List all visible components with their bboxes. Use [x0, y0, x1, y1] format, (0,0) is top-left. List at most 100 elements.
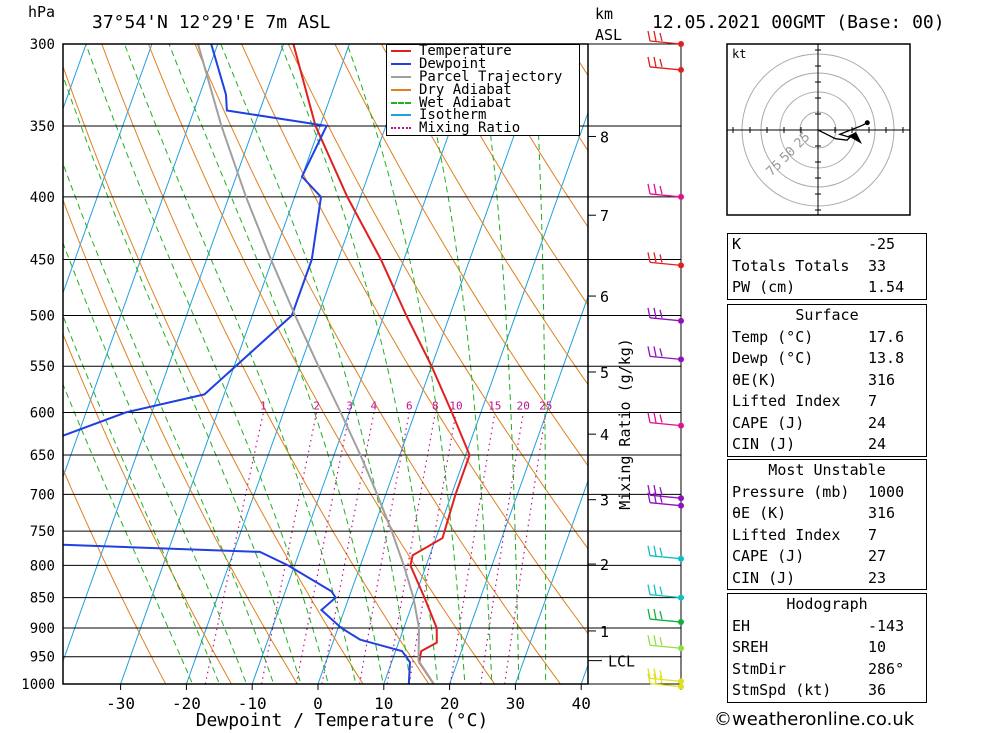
mixing-ratio-label: 8: [432, 399, 439, 412]
wind-barb-shaft: [649, 555, 682, 560]
panel-section-title: Most Unstable: [768, 461, 886, 479]
pressure-tick-label: 950: [30, 650, 55, 666]
wet-adiabat-line: [63, 162, 275, 684]
wind-barb: [647, 608, 684, 626]
wind-barb-flag: [653, 183, 657, 195]
wind-barb-shaft: [649, 618, 682, 623]
height-tick-label: 2: [600, 556, 609, 574]
isotherm-line: [0, 7, 33, 710]
wind-barb-flag: [653, 668, 657, 679]
index-row: CAPE (J) 24: [728, 413, 926, 435]
index-row: SREH 10: [728, 637, 926, 659]
height-tick-label: 1: [600, 623, 609, 641]
location-title: 37°54'N 12°29'E 7m ASL: [92, 12, 331, 33]
dry-adiabat-line: [63, 64, 364, 684]
index-value: 13.8: [868, 349, 905, 367]
wind-barb-flag: [653, 412, 657, 423]
pressure-tick-label: 850: [30, 591, 55, 607]
pressure-tick-label: 450: [30, 253, 55, 269]
legend-swatch: [391, 127, 411, 130]
mixing-ratio-line: [504, 412, 547, 684]
wind-barb-shaft: [649, 193, 682, 198]
x-tick-label: 30: [506, 694, 525, 713]
wind-barb-flag: [653, 252, 657, 263]
pressure-tick-label: 400: [30, 190, 55, 206]
index-row: CIN (J) 24: [728, 434, 926, 456]
height-tick-label: 5: [600, 364, 609, 382]
legend-swatch: [391, 101, 411, 104]
index-label: StmDir: [732, 659, 787, 678]
height-tick-label: 4: [600, 426, 609, 444]
index-value: 7: [868, 392, 878, 410]
wind-barb-flag: [659, 414, 663, 423]
index-label: θE (K): [732, 504, 787, 522]
wet-adiabat-line: [478, 44, 520, 684]
wind-barb-flag: [647, 608, 651, 620]
height-tick-label: 7: [600, 207, 609, 225]
index-row: Totals Totals 33: [728, 256, 926, 278]
index-value: 23: [868, 568, 887, 587]
wind-barb: [647, 668, 684, 685]
index-value: 316: [868, 504, 896, 522]
wet-adiabat-line: [168, 44, 384, 684]
wind-barb-flag: [653, 608, 657, 620]
wind-barb-flag: [659, 185, 663, 195]
index-row: θE(K) 316: [728, 370, 926, 392]
x-tick-label: 40: [572, 694, 591, 713]
index-row: Dewp (°C) 13.8: [728, 348, 926, 370]
dry-adiabat-line: [474, 44, 588, 229]
mixing-ratio-line: [480, 412, 524, 684]
wind-barb-flag: [659, 610, 663, 620]
index-label: CAPE (J): [732, 547, 805, 565]
index-value: 7: [868, 525, 878, 544]
wind-barb: [647, 584, 684, 601]
index-value: 27: [868, 547, 887, 565]
wind-barb-flag: [659, 494, 663, 503]
hodograph-end-dot: [864, 120, 870, 126]
wind-barb-flag: [653, 673, 657, 684]
chart-legend: Temperature Dewpoint Parcel Trajectory Dry …: [386, 43, 580, 136]
wind-barb-flag: [659, 32, 663, 42]
mixing-ratio-label: 4: [371, 399, 378, 412]
index-row: Lifted Index 7: [728, 391, 926, 413]
wet-adiabat-line: [280, 44, 439, 684]
wind-barb-flag: [647, 56, 651, 68]
pressure-tick-label: 800: [30, 558, 55, 574]
wind-barb-shaft: [649, 502, 682, 507]
hpa-unit-label: hPa: [28, 3, 56, 21]
isotherm-line: [514, 479, 588, 684]
index-label: CAPE (J): [732, 413, 805, 432]
wind-barb-shaft: [649, 421, 682, 427]
wind-barb: [647, 673, 684, 690]
legend-item: Wet Adiabat: [387, 95, 579, 111]
pressure-tick-label: 650: [30, 448, 55, 464]
index-label: PW (cm): [732, 278, 796, 296]
index-row: StmDir 286°: [728, 659, 926, 681]
isotherm-line: [449, 295, 588, 684]
dry-adiabat-line: [147, 44, 496, 684]
wind-barb: [647, 635, 684, 652]
index-label: Totals Totals: [732, 256, 850, 275]
wind-barb-flag: [659, 348, 663, 357]
index-row: CAPE (J) 27: [728, 546, 926, 568]
wind-barb-flag: [653, 30, 657, 42]
index-row: Temp (°C) 17.6: [728, 327, 926, 349]
legend-label: Temperature: [419, 43, 512, 60]
index-value: 33: [868, 256, 887, 275]
wind-barb-flag: [659, 586, 663, 595]
wind-barb-flag: [659, 58, 663, 68]
x-tick-label: 20: [440, 694, 459, 713]
wind-barb-flag: [653, 635, 657, 646]
wind-barb-flag: [647, 545, 651, 556]
wind-barb-flag: [653, 307, 657, 318]
wind-barb-shaft: [649, 355, 682, 361]
mixing-ratio-label: 2: [313, 399, 320, 412]
asl-unit-label: ASL: [595, 26, 623, 44]
wind-barb-flag: [647, 30, 651, 42]
index-value: 24: [868, 435, 887, 453]
lcl-label: LCL: [608, 653, 635, 671]
index-row: EH -143: [728, 616, 926, 638]
index-label: Pressure (mb): [732, 482, 850, 501]
wind-barb-flag: [659, 675, 663, 684]
wind-barb: [647, 346, 684, 363]
